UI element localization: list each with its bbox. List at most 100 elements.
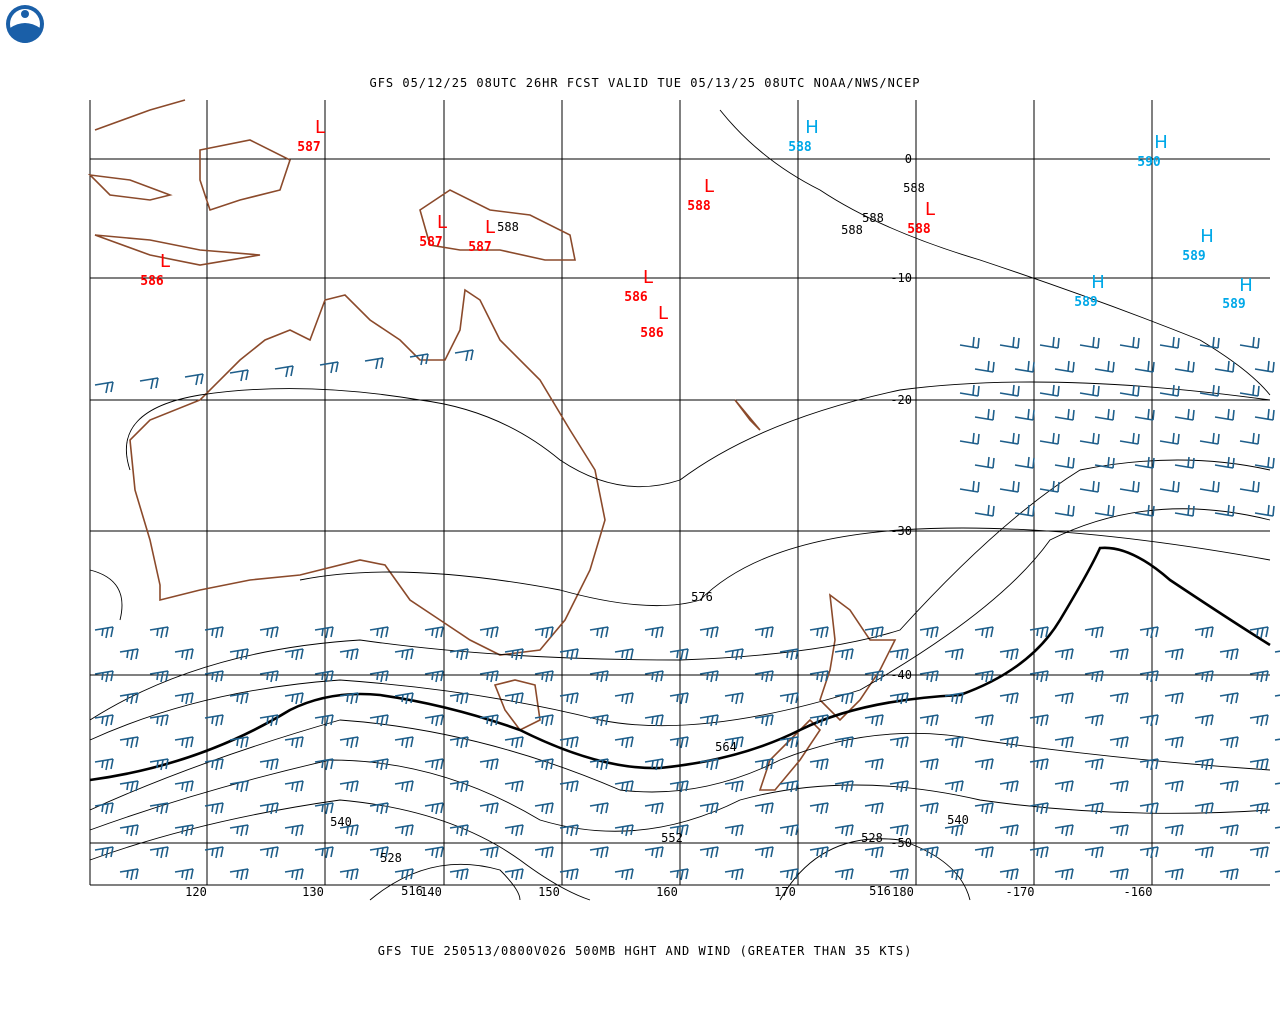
wind-barb bbox=[974, 626, 994, 639]
center-symbol: L bbox=[160, 251, 170, 272]
wind-barb bbox=[364, 357, 384, 370]
wind-barb bbox=[1274, 694, 1280, 697]
wind-barb bbox=[184, 373, 204, 386]
wind-barb bbox=[449, 692, 469, 705]
wind-barb bbox=[1029, 714, 1049, 727]
wind-barb bbox=[1014, 360, 1035, 373]
wind-barb bbox=[1194, 802, 1214, 815]
wind-barb bbox=[644, 626, 664, 639]
wind-barb bbox=[944, 648, 964, 661]
wind-barb bbox=[1254, 360, 1275, 373]
wind-barb bbox=[999, 736, 1019, 749]
wind-barb bbox=[724, 824, 744, 837]
center-value: 586 bbox=[140, 274, 164, 289]
wind-barb bbox=[614, 692, 634, 705]
wind-barb bbox=[754, 626, 774, 639]
wind-barb bbox=[1109, 868, 1129, 881]
wind-barb bbox=[119, 736, 139, 749]
wind-barb bbox=[864, 626, 884, 639]
wind-barb bbox=[559, 692, 579, 705]
wind-barb bbox=[1174, 456, 1195, 469]
wind-barb bbox=[1084, 626, 1104, 639]
wind-barb bbox=[889, 692, 909, 705]
wind-barb bbox=[724, 868, 744, 881]
wind-barb bbox=[1134, 504, 1155, 517]
wind-barb bbox=[864, 802, 884, 815]
contour-label: 564 bbox=[715, 740, 737, 754]
wind-barb bbox=[534, 670, 554, 683]
wind-barb bbox=[999, 824, 1019, 837]
wind-barb bbox=[1139, 758, 1159, 771]
wind-barb bbox=[1254, 456, 1275, 469]
wind-barb bbox=[534, 714, 554, 727]
wind-barb bbox=[809, 670, 829, 683]
wind-barb bbox=[424, 846, 444, 859]
lat-label: -30 bbox=[890, 524, 912, 538]
center-symbol: L bbox=[437, 212, 447, 233]
wind-barb bbox=[834, 648, 854, 661]
lon-label: 140 bbox=[420, 885, 442, 899]
wind-barb bbox=[944, 824, 964, 837]
wind-barb bbox=[1199, 480, 1220, 493]
wind-barb bbox=[974, 670, 994, 683]
center-value: 588 bbox=[907, 222, 931, 237]
wind-barb bbox=[94, 846, 114, 859]
wind-barb bbox=[779, 736, 799, 749]
wind-barb bbox=[959, 384, 980, 397]
wind-barb bbox=[259, 802, 279, 815]
wind-barb bbox=[614, 780, 634, 793]
wind-barb bbox=[1029, 846, 1049, 859]
contour-label: 540 bbox=[947, 813, 969, 827]
wind-barb bbox=[1214, 408, 1235, 421]
wind-barb bbox=[1139, 846, 1159, 859]
wind-barb bbox=[559, 648, 579, 661]
wind-barb bbox=[1109, 736, 1129, 749]
wind-barb bbox=[1039, 432, 1060, 445]
wind-barb bbox=[1084, 758, 1104, 771]
lon-label: 150 bbox=[538, 885, 560, 899]
wind-barb bbox=[369, 714, 389, 727]
wind-barb bbox=[1219, 736, 1239, 749]
wind-barb bbox=[919, 846, 939, 859]
wind-barb bbox=[394, 692, 414, 705]
wind-barb bbox=[699, 758, 719, 771]
wind-barb bbox=[204, 758, 224, 771]
wind-barb bbox=[1274, 826, 1280, 829]
center-symbol: L bbox=[643, 267, 653, 288]
wind-barb bbox=[149, 802, 169, 815]
contour-label: 588 bbox=[903, 181, 925, 195]
wind-barb bbox=[139, 377, 159, 390]
wind-barb bbox=[369, 758, 389, 771]
wind-barb bbox=[919, 670, 939, 683]
wind-barb bbox=[449, 648, 469, 661]
wind-barb bbox=[889, 736, 909, 749]
wind-barb bbox=[614, 868, 634, 881]
wind-barb bbox=[204, 802, 224, 815]
wind-barb bbox=[589, 626, 609, 639]
wind-barb bbox=[1159, 432, 1180, 445]
wind-barb bbox=[229, 692, 249, 705]
wind-barb bbox=[644, 802, 664, 815]
wind-barb bbox=[394, 824, 414, 837]
heavy-contour bbox=[89, 546, 1271, 782]
wind-barb bbox=[424, 626, 444, 639]
wind-barb bbox=[834, 692, 854, 705]
wind-barb bbox=[204, 714, 224, 727]
wind-barb bbox=[614, 648, 634, 661]
wind-barb bbox=[1159, 384, 1180, 397]
wind-barb bbox=[1254, 504, 1275, 517]
wind-barb bbox=[339, 824, 359, 837]
wind-barb bbox=[644, 714, 664, 727]
wind-barb bbox=[314, 714, 334, 727]
wind-barb bbox=[834, 824, 854, 837]
wind-barb bbox=[94, 714, 114, 727]
contour-label: 528 bbox=[380, 851, 402, 865]
wind-barb bbox=[449, 736, 469, 749]
lat-label: -20 bbox=[890, 393, 912, 407]
wind-barb bbox=[479, 626, 499, 639]
wind-barb bbox=[864, 714, 884, 727]
wind-barb bbox=[339, 780, 359, 793]
wind-barb bbox=[669, 824, 689, 837]
wind-barb bbox=[1164, 824, 1184, 837]
wind-barb bbox=[1109, 780, 1129, 793]
